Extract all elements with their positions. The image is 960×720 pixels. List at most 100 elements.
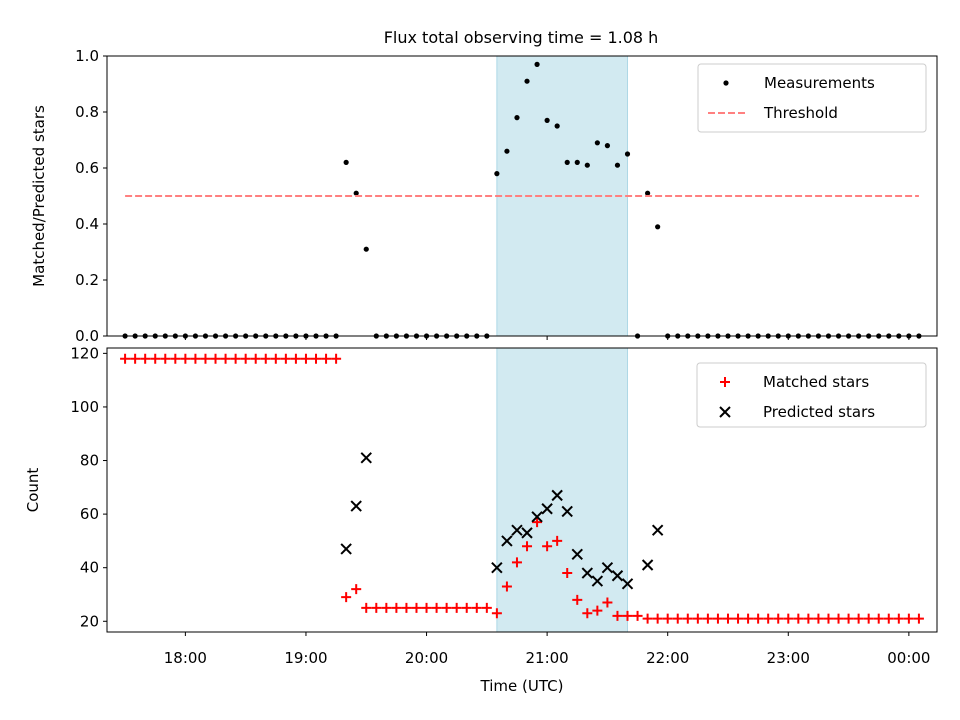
predicted-star-point xyxy=(611,570,624,582)
predicted-star-point xyxy=(621,578,634,590)
matched-star-point xyxy=(270,353,281,364)
matched-star-point xyxy=(893,613,904,624)
matched-star-point xyxy=(763,613,774,624)
measurement-point xyxy=(594,140,600,146)
axes-frame xyxy=(106,55,938,337)
matched-star-point xyxy=(511,557,522,568)
matched-star-point xyxy=(381,602,392,613)
matched-star-point xyxy=(592,605,603,616)
y-tick-label: 0.8 xyxy=(75,103,99,121)
matched-star-point xyxy=(461,602,472,613)
measurement-point xyxy=(554,123,560,129)
matched-star-point xyxy=(471,602,482,613)
y-tick-label: 1.0 xyxy=(75,47,99,65)
matched-star-point xyxy=(300,353,311,364)
legend: Matched stars Predicted stars xyxy=(696,362,927,428)
y-tick-label: 120 xyxy=(70,344,99,362)
matched-star-point xyxy=(441,602,452,613)
x-tick-label: 23:00 xyxy=(767,649,810,667)
matched-star-point xyxy=(280,353,291,364)
x-tick-label: 19:00 xyxy=(284,649,327,667)
y-tick-label: 0.2 xyxy=(75,271,99,289)
matched-star-point xyxy=(903,613,914,624)
predicted-star-point xyxy=(551,489,563,502)
matched-star-point xyxy=(722,613,733,624)
matched-star-point xyxy=(361,602,372,613)
predicted-star-point xyxy=(360,452,372,464)
matched-star-point xyxy=(190,353,201,364)
matched-star-point xyxy=(702,613,713,624)
measurement-point xyxy=(614,162,621,168)
matched-star-point xyxy=(421,602,432,613)
legend-label: Matched stars xyxy=(763,373,869,391)
x-tick-label: 00:00 xyxy=(887,649,930,667)
measurement-point xyxy=(343,159,349,165)
predicted-star-point xyxy=(531,511,543,523)
matched-star-point xyxy=(833,613,844,624)
matched-star-point xyxy=(220,353,231,364)
measurement-point xyxy=(645,190,651,196)
matched-star-point xyxy=(853,613,864,624)
predicted-star-point xyxy=(651,524,664,536)
matched-star-point xyxy=(602,597,613,608)
measurement-point xyxy=(494,171,500,177)
y-tick-label: 0.0 xyxy=(75,327,99,345)
predicted-star-point xyxy=(350,500,362,512)
matched-star-point xyxy=(371,602,382,613)
matched-star-point xyxy=(522,541,533,552)
matched-star-point xyxy=(160,353,171,364)
matched-star-point xyxy=(913,613,924,624)
matched-star-point xyxy=(200,353,211,364)
measurement-point xyxy=(363,246,369,252)
predicted-star-point xyxy=(571,548,583,561)
measurement-point xyxy=(504,148,510,154)
measurement-point xyxy=(534,61,540,67)
x-tick-label: 21:00 xyxy=(526,649,569,667)
matched-star-point xyxy=(240,353,251,364)
matched-star-point xyxy=(230,353,241,364)
predicted-star-point xyxy=(601,561,614,574)
matched-star-point xyxy=(672,613,683,624)
matched-star-point xyxy=(411,602,422,613)
predicted-star-point xyxy=(340,543,352,555)
matched-star-point xyxy=(321,353,332,364)
matched-star-point xyxy=(532,517,543,528)
predicted-star-point xyxy=(521,527,533,539)
y-tick-label: 100 xyxy=(70,398,99,416)
legend: Measurements Threshold xyxy=(697,63,927,133)
matched-star-point xyxy=(632,610,643,621)
matched-star-point xyxy=(341,592,352,603)
predicted-star-point xyxy=(491,561,503,574)
matched-star-point xyxy=(331,353,342,364)
measurement-point xyxy=(604,143,611,149)
y-tick-label: 80 xyxy=(80,452,99,470)
matched-star-point xyxy=(712,613,723,624)
x-tick-label: 22:00 xyxy=(646,649,689,667)
matched-star-point xyxy=(491,608,502,619)
matched-star-point xyxy=(150,353,161,364)
y-tick-label: 0.4 xyxy=(75,215,99,233)
predicted-star-point xyxy=(581,567,594,579)
matched-star-point xyxy=(290,353,301,364)
measurement-point xyxy=(514,115,520,121)
matched-star-point xyxy=(401,602,412,613)
y-tick-label: 0.6 xyxy=(75,159,99,177)
legend-box xyxy=(696,362,927,428)
legend-label: Measurements xyxy=(764,74,875,92)
x-axis-label: Time (UTC) xyxy=(480,677,564,695)
axes-frame xyxy=(106,347,938,633)
measurement-point xyxy=(524,78,530,84)
matched-star-point xyxy=(682,613,693,624)
y-tick-label: 60 xyxy=(80,505,99,523)
x-tick-label: 18:00 xyxy=(164,649,207,667)
legend-label: Predicted stars xyxy=(763,403,875,421)
predicted-star-point xyxy=(511,524,523,536)
observing-window xyxy=(496,347,629,633)
legend-matched-marker xyxy=(720,377,730,387)
matched-star-point xyxy=(391,602,402,613)
matched-star-point xyxy=(431,602,442,613)
measurement-point xyxy=(655,224,661,230)
measurement-point xyxy=(544,117,550,123)
matched-star-point xyxy=(783,613,794,624)
matched-star-point xyxy=(773,613,784,624)
